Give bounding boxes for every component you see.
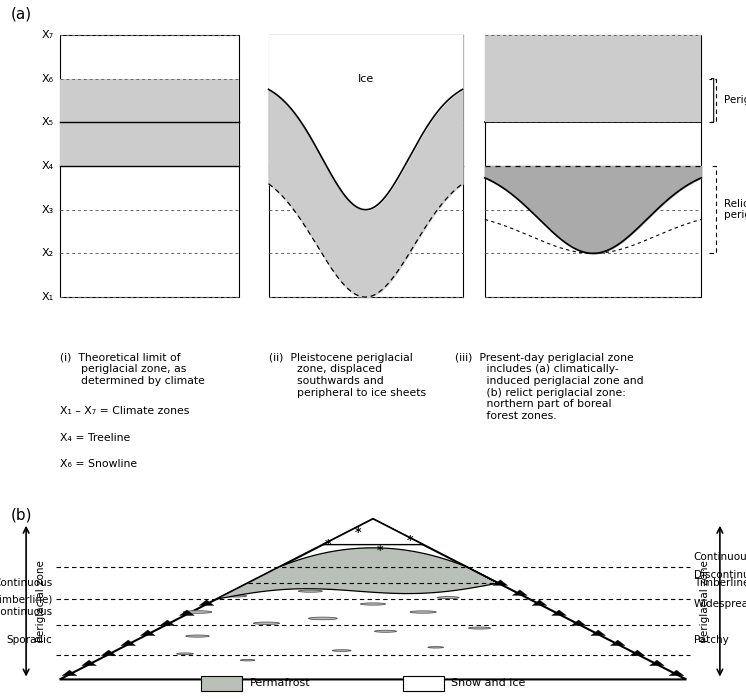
Text: Ice: Ice: [357, 73, 374, 84]
Bar: [403, 675, 444, 691]
Bar: [201, 675, 242, 691]
Text: Snow and ice: Snow and ice: [451, 678, 526, 689]
Text: (iii)  Present-day periglacial zone
         includes (a) climatically-
        : (iii) Present-day periglacial zone inclu…: [455, 353, 644, 421]
Polygon shape: [551, 610, 566, 616]
Text: X₁ – X₇ = Climate zones: X₁ – X₇ = Climate zones: [60, 405, 189, 416]
Text: *: *: [325, 538, 331, 551]
Polygon shape: [81, 660, 96, 665]
Polygon shape: [101, 650, 116, 656]
Polygon shape: [650, 660, 665, 665]
Text: Timberline: Timberline: [694, 578, 746, 588]
Text: Relict
periglacial zone: Relict periglacial zone: [724, 199, 746, 220]
Text: Periglacial zone: Periglacial zone: [36, 560, 46, 642]
Text: Continuous: Continuous: [694, 552, 746, 563]
Text: (b): (b): [11, 507, 33, 522]
Ellipse shape: [437, 596, 460, 598]
Text: Discontinuous: Discontinuous: [694, 570, 746, 580]
Text: X₃: X₃: [42, 205, 54, 215]
Ellipse shape: [240, 659, 255, 661]
Text: X₆ = Snowline: X₆ = Snowline: [60, 459, 137, 469]
Polygon shape: [591, 630, 606, 635]
Text: (i)  Theoretical limit of
      periglacial zone, as
      determined by climate: (i) Theoretical limit of periglacial zon…: [60, 353, 204, 386]
Text: Sporadic: Sporadic: [7, 635, 52, 645]
Text: *: *: [355, 526, 361, 539]
Ellipse shape: [428, 647, 444, 648]
Text: (ii)  Pleistocene periglacial
        zone, displaced
        southwards and
   : (ii) Pleistocene periglacial zone, displ…: [269, 353, 426, 398]
Ellipse shape: [298, 590, 322, 592]
Ellipse shape: [332, 649, 351, 651]
Text: X₅: X₅: [42, 117, 54, 127]
Text: X₄: X₄: [42, 161, 54, 171]
Polygon shape: [493, 580, 508, 586]
Bar: [485, 35, 701, 297]
Ellipse shape: [254, 622, 280, 624]
Text: X₂: X₂: [42, 248, 54, 259]
Polygon shape: [630, 650, 645, 656]
Text: Discontinuous: Discontinuous: [0, 607, 52, 617]
Polygon shape: [180, 610, 195, 616]
Text: Periglacial zone: Periglacial zone: [724, 96, 746, 106]
Polygon shape: [140, 630, 155, 635]
Ellipse shape: [224, 595, 247, 597]
Polygon shape: [513, 590, 527, 596]
Polygon shape: [62, 670, 77, 676]
Bar: [60, 79, 239, 166]
Polygon shape: [610, 640, 625, 646]
Polygon shape: [323, 519, 423, 545]
Text: Continuous: Continuous: [0, 578, 52, 588]
Ellipse shape: [360, 603, 386, 605]
Text: X₇: X₇: [42, 30, 54, 40]
Bar: [60, 35, 239, 297]
Ellipse shape: [410, 611, 436, 613]
Ellipse shape: [374, 630, 397, 633]
Text: X₁: X₁: [42, 292, 54, 302]
Bar: [269, 35, 463, 297]
Bar: [485, 79, 701, 122]
Text: Widespread: Widespread: [694, 599, 746, 609]
Polygon shape: [571, 620, 586, 626]
Text: *: *: [377, 544, 383, 556]
Polygon shape: [532, 600, 547, 605]
Text: (Timberline): (Timberline): [0, 594, 52, 604]
Ellipse shape: [468, 627, 491, 629]
Polygon shape: [160, 620, 175, 626]
Bar: [485, 35, 701, 122]
Text: Patchy: Patchy: [694, 635, 729, 645]
Text: X₄ = Treeline: X₄ = Treeline: [60, 433, 130, 443]
Polygon shape: [60, 519, 686, 679]
Text: Permafrost: Permafrost: [250, 678, 310, 689]
Text: Periglacial zone: Periglacial zone: [700, 560, 710, 642]
Polygon shape: [121, 640, 136, 646]
Polygon shape: [199, 600, 214, 605]
Ellipse shape: [186, 635, 210, 637]
Ellipse shape: [184, 611, 212, 613]
Ellipse shape: [177, 653, 193, 654]
Text: X₆: X₆: [42, 73, 54, 84]
Polygon shape: [669, 670, 684, 676]
Ellipse shape: [309, 617, 337, 620]
Text: (a): (a): [11, 7, 32, 22]
Text: *: *: [426, 677, 432, 690]
Polygon shape: [216, 548, 498, 599]
Text: *: *: [407, 534, 413, 547]
